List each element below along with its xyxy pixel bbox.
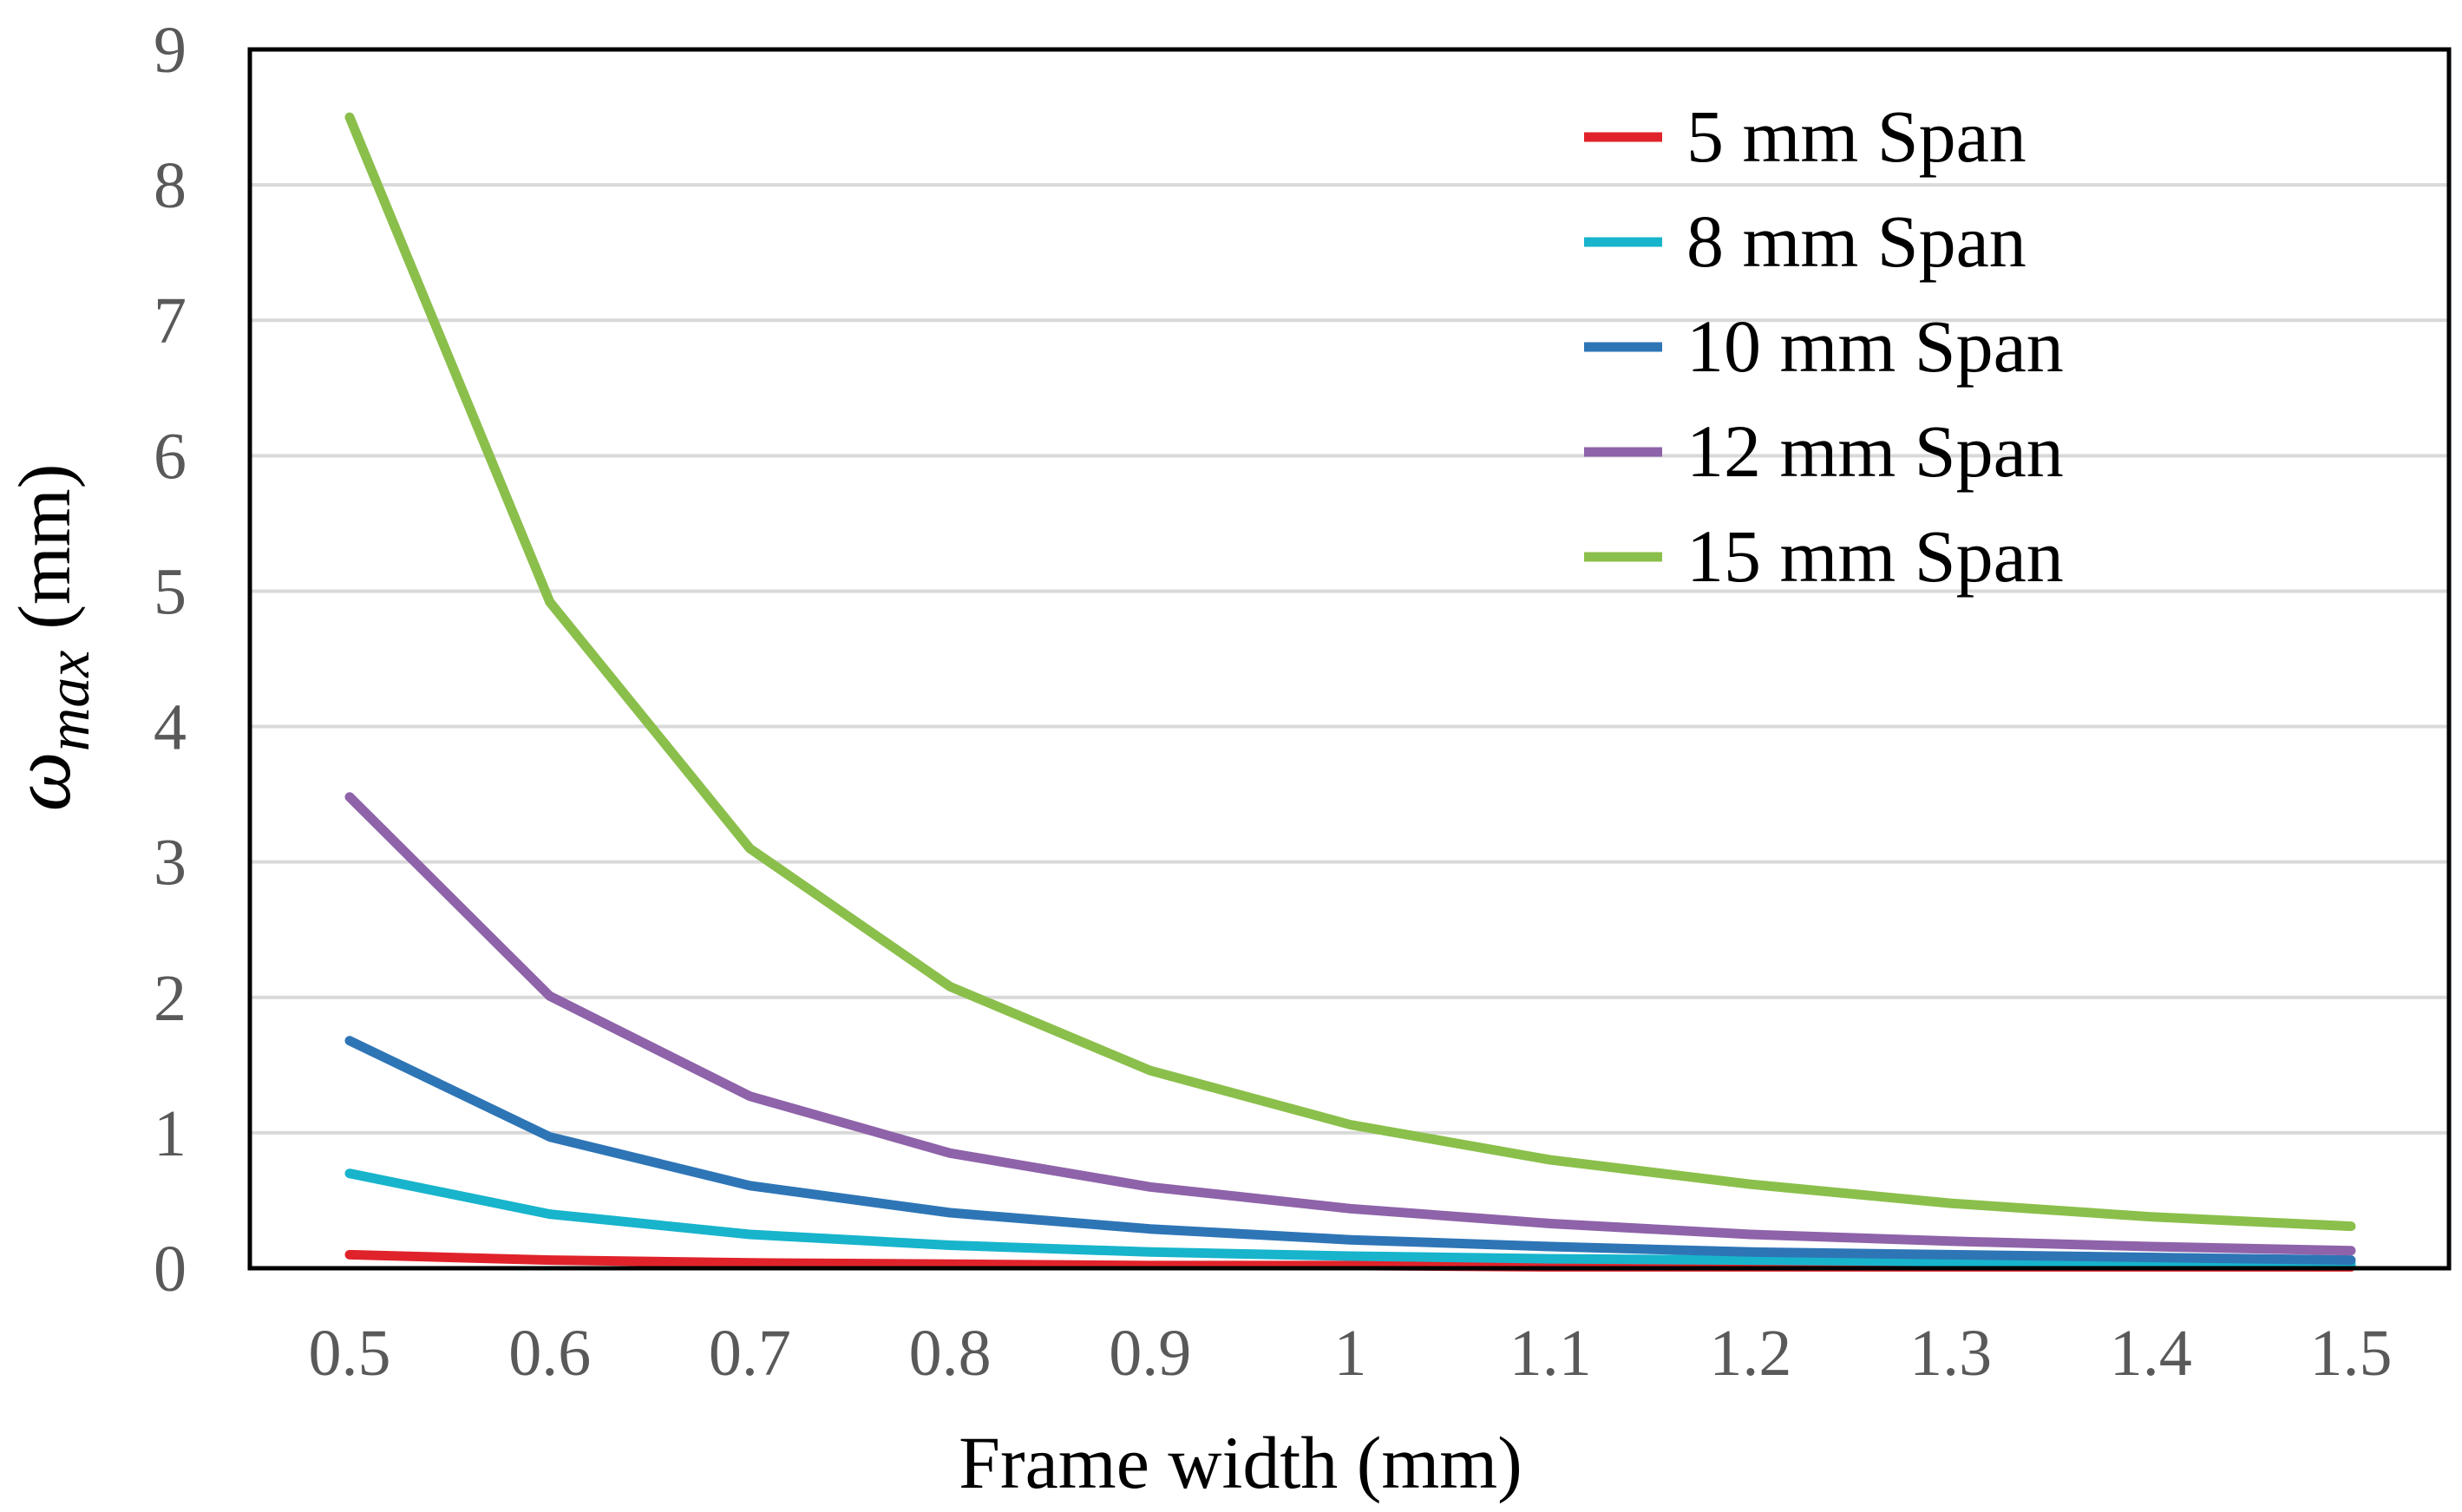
y-tick-label: 5	[154, 555, 187, 628]
plot-area-border	[247, 47, 2452, 1271]
y-tick-label: 1	[154, 1097, 187, 1170]
legend-label: 12 mm Span	[1686, 409, 2064, 493]
x-axis-ticks: 0.5 0.6 0.7 0.8 0.9 1 1.1 1.2 1.3 1.4 1.5	[309, 1317, 2393, 1390]
gridlines	[250, 183, 2449, 1135]
series-line-10-mm-span	[344, 1036, 2356, 1266]
x-tick-label: 0.8	[909, 1317, 992, 1390]
y-tick-label: 2	[154, 962, 187, 1035]
y-tick-label: 3	[154, 827, 187, 900]
legend-label: 15 mm Span	[1686, 514, 2064, 598]
y-axis-symbol: ω	[0, 751, 88, 811]
x-tick-label: 0.5	[309, 1317, 391, 1390]
x-tick-label: 1.4	[2110, 1317, 2192, 1390]
legend-label: 8 mm Span	[1686, 200, 2027, 283]
y-tick-label: 7	[154, 285, 187, 357]
y-tick-label: 9	[154, 14, 187, 87]
y-axis-title: ωmax (mm)	[0, 464, 102, 812]
y-axis-unit: (mm)	[3, 464, 86, 630]
x-tick-label: 1	[1334, 1317, 1367, 1390]
x-tick-label: 1.1	[1509, 1317, 1592, 1390]
y-tick-label: 6	[154, 420, 187, 493]
x-tick-label: 1.3	[1909, 1317, 1992, 1390]
x-tick-label: 0.6	[508, 1317, 591, 1390]
legend: 5 mm Span 8 mm Span 10 mm Span 12 mm Span 15…	[1584, 95, 2064, 598]
y-tick-label: 4	[154, 691, 187, 764]
x-tick-label: 1.2	[1709, 1317, 1791, 1390]
x-tick-label: 0.9	[1109, 1317, 1191, 1390]
y-tick-label: 8	[154, 149, 187, 222]
y-axis-ticks: 0 1 2 3 4 5 6 7 8 9	[154, 14, 187, 1306]
x-axis-title: Frame width (mm)	[959, 1421, 1522, 1504]
series-line-15-mm-span	[344, 112, 2356, 1232]
series-lines	[344, 112, 2356, 1272]
legend-label: 5 mm Span	[1686, 95, 2027, 178]
series-line-12-mm-span	[344, 792, 2356, 1256]
series-line-8-mm-span	[344, 1168, 2356, 1269]
legend-label: 10 mm Span	[1686, 304, 2064, 388]
y-axis-subscript: max	[36, 651, 102, 752]
y-tick-label: 0	[154, 1233, 187, 1306]
x-tick-label: 0.7	[709, 1317, 791, 1390]
x-tick-label: 1.5	[2310, 1317, 2393, 1390]
